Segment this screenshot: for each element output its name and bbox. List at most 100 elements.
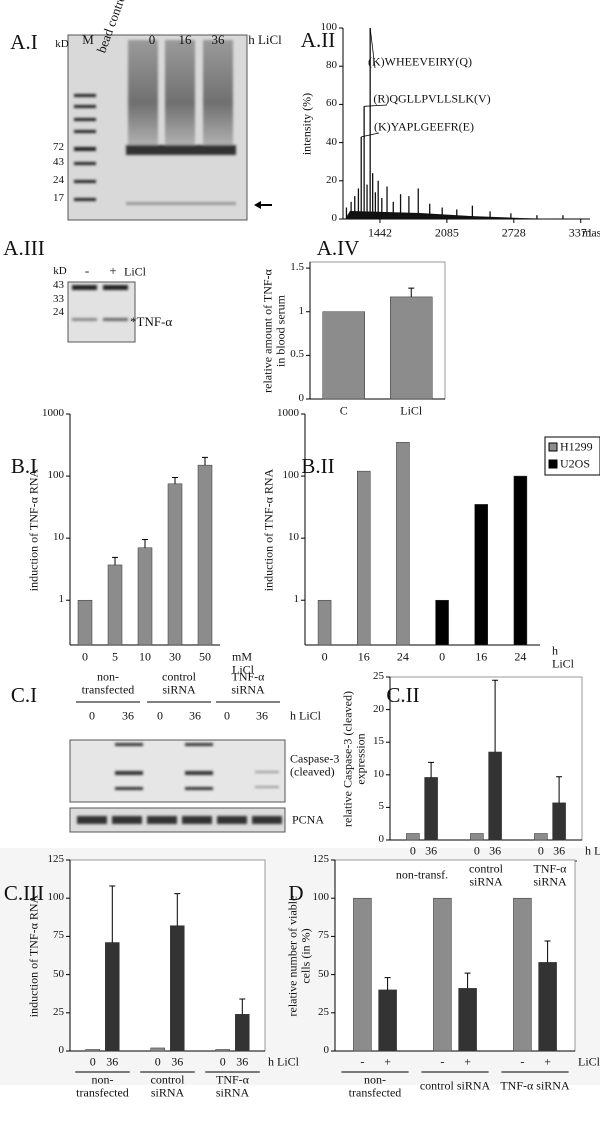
y-tick-label: 0 xyxy=(58,1044,65,1057)
lane-label: 0 xyxy=(148,32,156,48)
bar xyxy=(235,1014,250,1052)
annotation: (R)QGLLPVLLSLK(V) xyxy=(373,91,491,106)
bar xyxy=(390,296,433,400)
series-label: 36 xyxy=(171,1054,184,1069)
y-tick-label: 25 xyxy=(318,1006,329,1019)
x-tick-label: 24 xyxy=(514,649,527,664)
bar xyxy=(470,833,484,841)
series-label: + xyxy=(384,1054,391,1069)
y-tick-label: 0 xyxy=(331,212,338,225)
x-axis-label: mass xyxy=(582,225,600,240)
error-bar xyxy=(492,679,499,752)
blot-label: Caspase-3 (cleaved) xyxy=(290,751,340,778)
series-label: 0 xyxy=(537,843,544,858)
panel-label: C.III xyxy=(3,880,45,905)
series-label: 36 xyxy=(489,843,502,858)
x-tick-label: 3371 xyxy=(568,225,593,240)
error-bar xyxy=(172,476,178,484)
error-bar xyxy=(428,761,435,778)
y-tick-label: 1 xyxy=(298,304,305,317)
condition: LiCl xyxy=(578,1054,600,1069)
lane-label: M xyxy=(82,32,94,48)
y-tick-label: 75 xyxy=(318,929,329,942)
group-label: control siRNA xyxy=(162,669,196,696)
y-tick-label: 100 xyxy=(282,469,300,482)
error-bar xyxy=(239,998,246,1015)
bar xyxy=(170,925,185,1052)
x-tick-label: 16 xyxy=(475,649,488,664)
annotation-arrow xyxy=(361,132,380,138)
marker: 24 xyxy=(53,306,64,319)
x-tick-label: 24 xyxy=(396,649,409,664)
x-tick-label: 5 xyxy=(112,649,118,664)
y-tick-label: 80 xyxy=(326,59,337,72)
plot-frame xyxy=(334,859,576,1052)
bar xyxy=(424,777,438,841)
bar xyxy=(538,962,557,1052)
x-tick-label: control siRNA xyxy=(469,861,503,888)
series-label: 36 xyxy=(425,843,438,858)
bar xyxy=(488,751,502,841)
condition: LiCl xyxy=(124,264,147,279)
error-bar xyxy=(174,893,181,926)
annotation: (K)YAPLGEEFR(E) xyxy=(374,119,474,134)
marker: 24 xyxy=(53,174,64,187)
panel-label: A.III xyxy=(3,235,45,260)
bar xyxy=(167,483,183,646)
y-tick-label: 25 xyxy=(53,1006,64,1019)
bar xyxy=(105,942,120,1052)
bar xyxy=(474,504,488,646)
y-tick-label: 50 xyxy=(318,967,329,980)
error-bar xyxy=(408,287,415,297)
bar xyxy=(513,897,532,1052)
bar xyxy=(317,599,332,646)
bar xyxy=(433,897,452,1052)
marker: 33 xyxy=(53,293,64,306)
bar xyxy=(353,897,372,1052)
x-tick-label: non-transfected xyxy=(76,1072,129,1099)
band-label: *TNF-α xyxy=(130,314,173,330)
panel-label: D xyxy=(288,880,304,905)
marker: 43 xyxy=(53,279,64,292)
bar xyxy=(378,989,397,1052)
condition: h LiCl xyxy=(248,32,282,48)
y-axis-label: induction of TNF-α RNA xyxy=(26,894,41,1017)
y-tick-label: 0 xyxy=(298,392,305,405)
y-tick-label: 10 xyxy=(373,768,384,781)
marker: 17 xyxy=(53,192,64,205)
y-axis-label: induction of TNF-α RNA xyxy=(26,468,41,591)
error-bar xyxy=(544,940,551,963)
x-tick-label: TNF-α siRNA xyxy=(500,1078,570,1093)
bar xyxy=(322,311,365,400)
gel-c1 xyxy=(69,739,286,833)
y-tick-label: 50 xyxy=(53,967,64,980)
condition: h LiCl xyxy=(585,843,600,858)
y-tick-label: 125 xyxy=(47,853,65,866)
y-tick-label: 20 xyxy=(373,702,384,715)
bar xyxy=(77,599,93,646)
x-tick-label: non-transf. xyxy=(395,867,449,882)
lane-label: + xyxy=(109,263,117,279)
series-label: + xyxy=(464,1054,471,1069)
panel-label: A.II xyxy=(300,27,336,52)
x-tick-label: 0 xyxy=(439,649,446,664)
y-tick-label: 100 xyxy=(320,21,338,34)
panel-label: A.I xyxy=(10,29,38,54)
x-tick-label: 2085 xyxy=(434,225,459,240)
series-label: 0 xyxy=(409,843,416,858)
panel-label: C.II xyxy=(386,682,420,707)
gel-a3 xyxy=(67,281,136,343)
bar xyxy=(107,564,123,646)
x-tick-label: 2728 xyxy=(501,225,526,240)
plot-frame xyxy=(69,859,266,1052)
y-tick-label: 100 xyxy=(312,891,330,904)
series-label: - xyxy=(520,1054,525,1069)
x-tick-label: TNF-α siRNA xyxy=(215,1072,250,1099)
x-tick-label: C xyxy=(339,403,348,418)
series-label: + xyxy=(544,1054,551,1069)
error-bar xyxy=(464,972,471,989)
x-tick-label: TNF-α siRNA xyxy=(533,861,567,888)
marker: 72 xyxy=(53,141,64,154)
y-tick-label: 15 xyxy=(373,735,384,748)
y-tick-label: 10 xyxy=(53,531,64,544)
